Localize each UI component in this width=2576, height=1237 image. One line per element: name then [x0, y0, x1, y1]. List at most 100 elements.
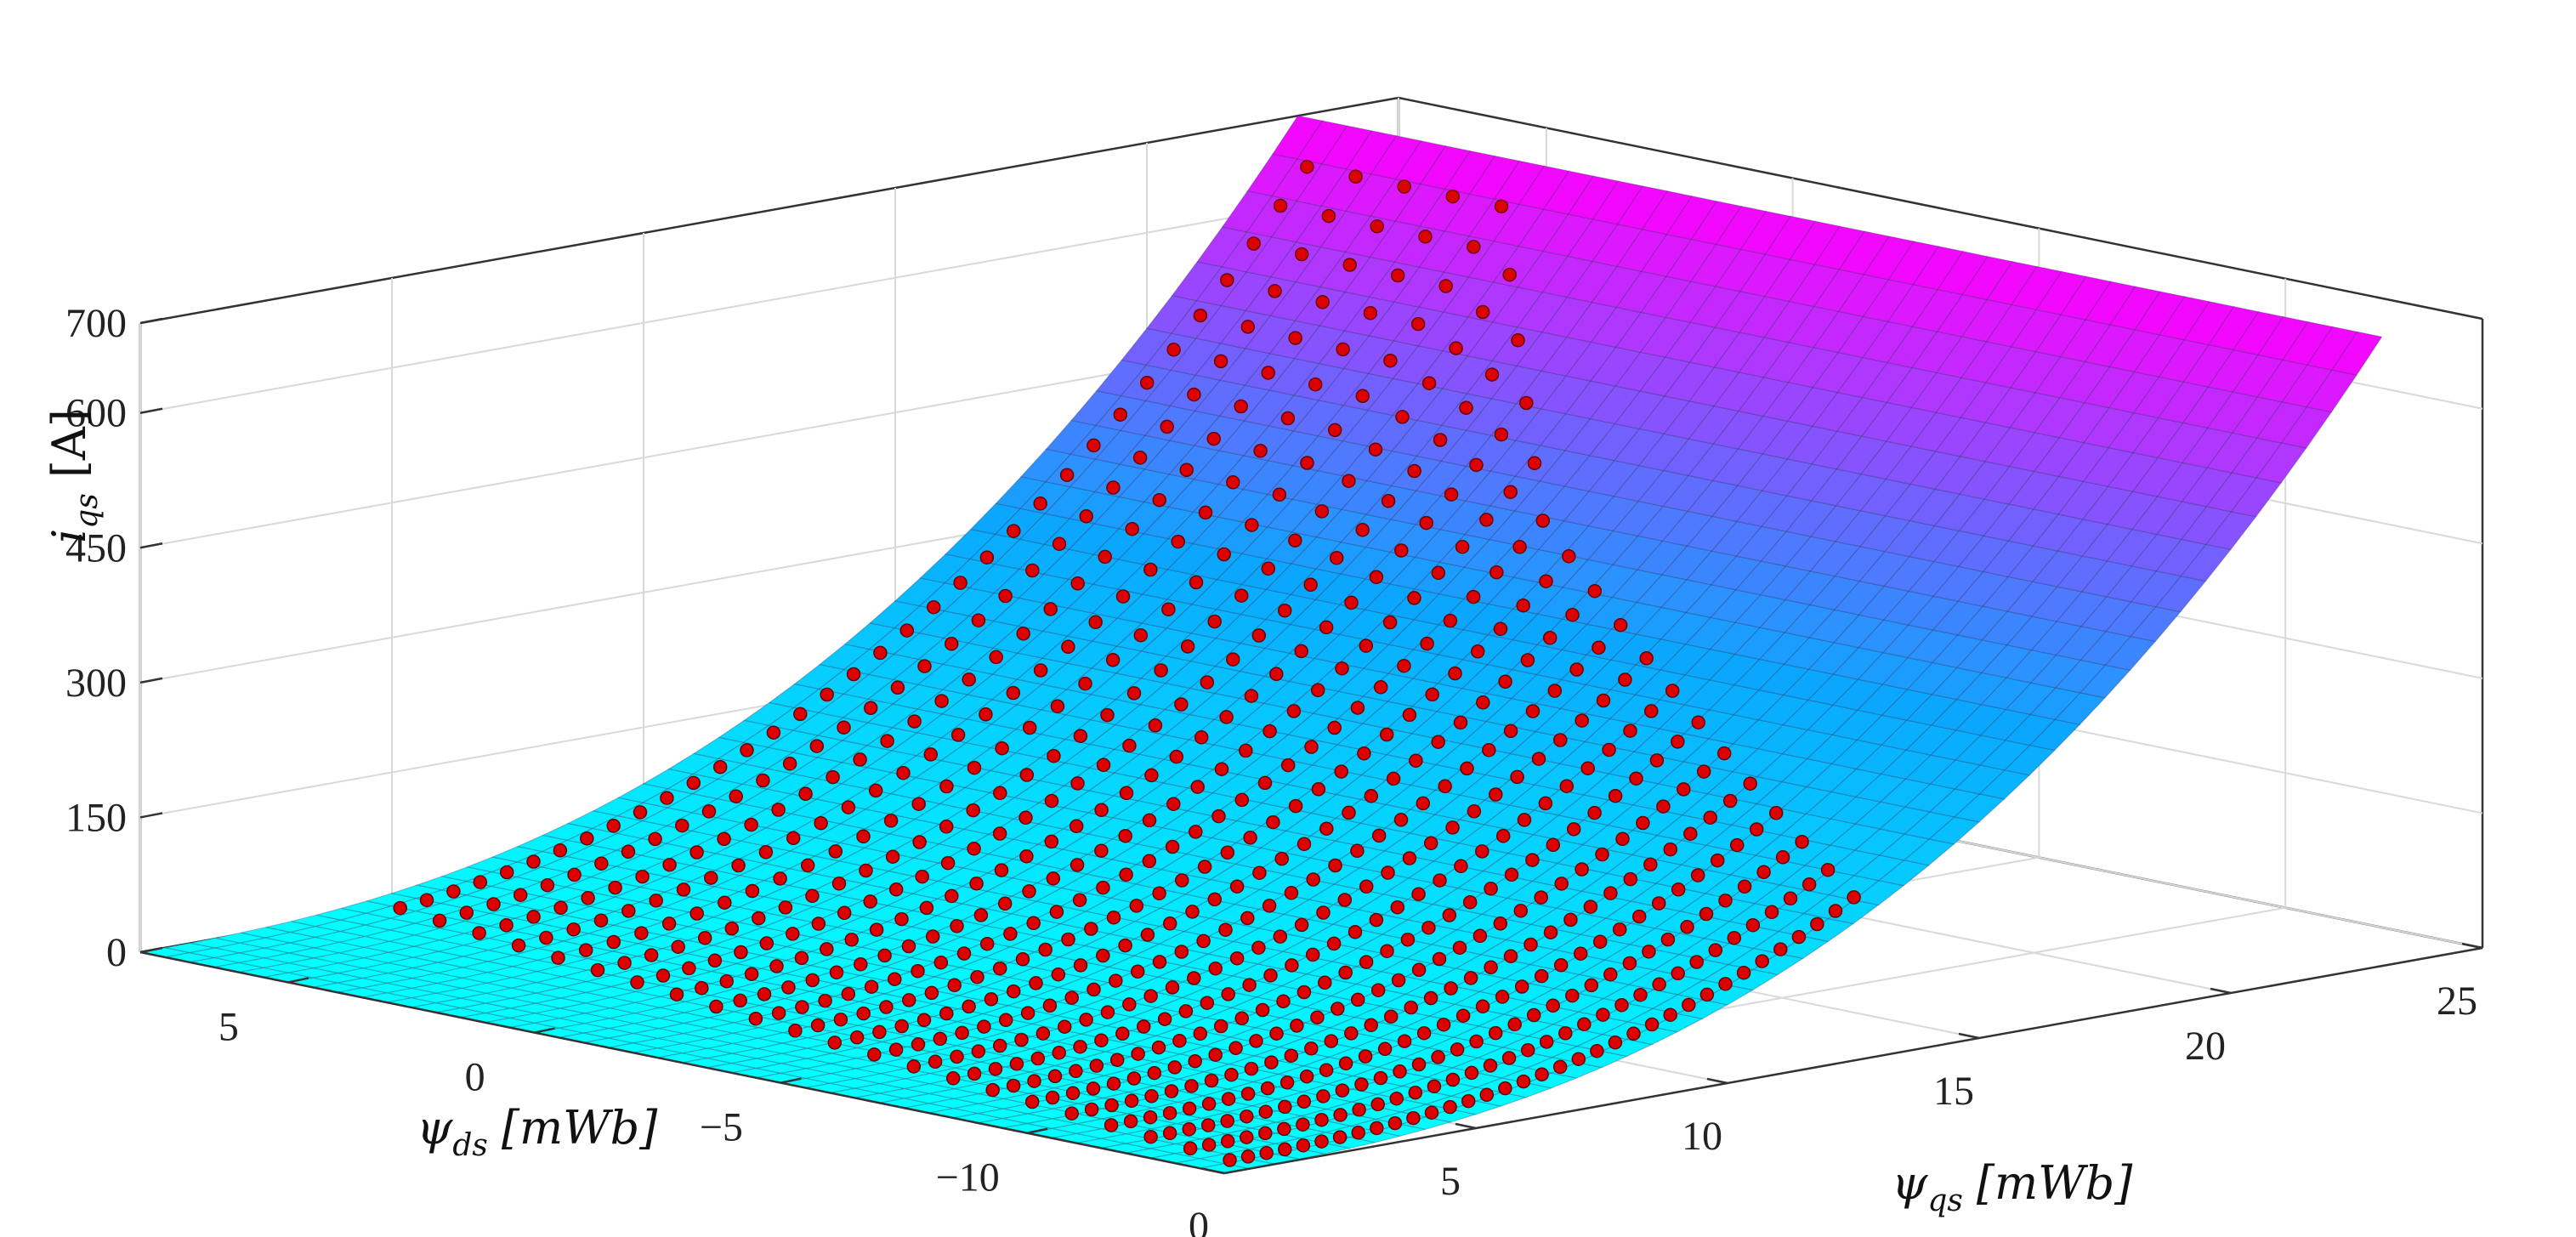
measured-point [606, 934, 621, 950]
measured-point [950, 1049, 964, 1064]
measured-points [393, 159, 1861, 1167]
measured-point [1096, 758, 1111, 773]
measured-point [1665, 684, 1680, 698]
measured-point [689, 906, 704, 921]
measured-point [1152, 492, 1166, 508]
measured-point [1718, 977, 1733, 991]
y-tick-mark-1 [534, 1027, 555, 1034]
measured-point [993, 786, 1007, 801]
measured-point [1297, 984, 1312, 1000]
measured-point [977, 1019, 991, 1034]
measured-point [1464, 1065, 1479, 1081]
measured-point [633, 805, 648, 820]
measured-point [580, 831, 594, 846]
measured-point [1178, 1004, 1194, 1019]
measured-point [1547, 684, 1563, 698]
measured-point [1314, 1112, 1329, 1127]
measured-point [1344, 595, 1359, 610]
measured-point [879, 1000, 894, 1014]
measured-point [1151, 1040, 1166, 1055]
measured-point [1143, 989, 1158, 1003]
measured-point [994, 863, 1009, 877]
measured-point [985, 1082, 1000, 1098]
measured-point [1543, 925, 1558, 939]
measured-point [1450, 1042, 1465, 1057]
measured-point [671, 939, 685, 954]
measured-point [1764, 905, 1779, 920]
measured-point [701, 804, 717, 819]
z-tick-mark-5 [139, 317, 163, 325]
measured-point [979, 707, 993, 722]
measured-point [814, 815, 828, 831]
measured-point [648, 831, 662, 847]
measured-point [1520, 1042, 1535, 1058]
measured-point [846, 667, 861, 682]
measured-point [1280, 758, 1296, 773]
x-tick-mark-4 [2210, 987, 2232, 995]
measured-point [634, 926, 649, 940]
measured-point [1042, 998, 1058, 1013]
measured-point [1273, 198, 1288, 213]
measured-point [1059, 468, 1075, 482]
measured-point [1326, 936, 1342, 951]
measured-point [1303, 577, 1318, 593]
measured-point [928, 1054, 943, 1070]
measured-point [526, 854, 541, 869]
measured-point [1160, 419, 1174, 434]
y-tick-mark-0 [287, 977, 309, 984]
measured-point [1348, 169, 1363, 184]
measured-point [1057, 1019, 1072, 1034]
measured-point [594, 856, 609, 871]
measured-point [731, 858, 746, 873]
measured-point [1406, 1110, 1421, 1126]
measured-point [1338, 1056, 1353, 1071]
measured-point [947, 978, 962, 993]
z-tick-mark-2 [139, 677, 163, 684]
measured-point [1454, 859, 1468, 874]
x-tick-mark-3 [1958, 1032, 1980, 1040]
measured-point [1433, 433, 1448, 447]
measured-point [917, 659, 932, 673]
measured-point [621, 844, 636, 860]
measured-point [1223, 1153, 1237, 1167]
measured-point [1276, 994, 1291, 1009]
measured-point [970, 969, 984, 984]
measured-point [1300, 159, 1314, 174]
measured-point [998, 1013, 1013, 1028]
measured-point [1663, 1007, 1677, 1022]
measured-point [1133, 627, 1149, 643]
measured-point [1316, 1089, 1331, 1104]
measured-point [1534, 968, 1549, 984]
measured-point [1419, 515, 1433, 531]
measured-point [1350, 701, 1365, 715]
measured-point [1539, 1035, 1554, 1049]
measured-point [608, 880, 622, 895]
measured-point [1696, 764, 1711, 779]
measured-point [1269, 1026, 1284, 1041]
measured-point [888, 882, 904, 897]
x-tick-label-4: 20 [2185, 1024, 2226, 1069]
surface-patch [2183, 301, 2235, 346]
measured-point [1086, 1081, 1101, 1096]
measured-point [1015, 952, 1030, 967]
measured-point [890, 680, 905, 695]
measured-point [923, 747, 939, 762]
measured-point [1290, 1019, 1304, 1033]
measured-point [1220, 1134, 1235, 1149]
measured-point [1070, 776, 1085, 791]
measured-point [662, 857, 677, 872]
measured-point [1165, 839, 1180, 854]
measured-point [578, 943, 593, 957]
z-axis-label: iqs[A] [43, 409, 105, 543]
measured-point [1269, 667, 1284, 682]
measured-point [1161, 602, 1176, 617]
measured-point [1294, 917, 1309, 933]
measured-point [1516, 1074, 1531, 1089]
x-axis-line [1223, 946, 2483, 1175]
measured-point [856, 829, 871, 844]
measured-point [1558, 1026, 1573, 1041]
measured-point [844, 933, 859, 947]
measured-point [499, 918, 513, 933]
measured-point [1409, 753, 1423, 768]
measured-point [1334, 764, 1348, 779]
